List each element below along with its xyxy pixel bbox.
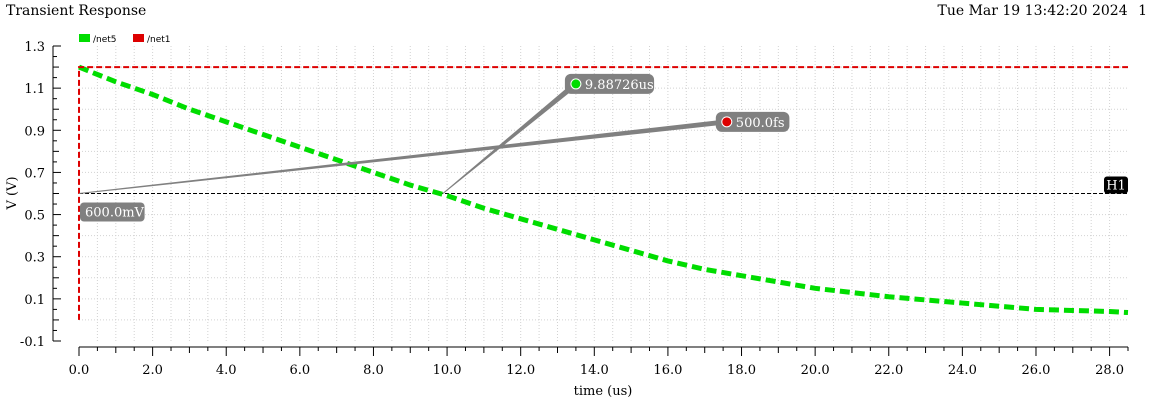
y-tick-label: 0.9 xyxy=(24,124,45,139)
x-tick-label: 22.0 xyxy=(874,363,903,378)
x-tick-label: 8.0 xyxy=(363,363,384,378)
x-tick-label: 18.0 xyxy=(727,363,756,378)
x-tick-label: 2.0 xyxy=(142,363,163,378)
marker-dot[interactable] xyxy=(570,78,582,90)
series-line-net5 xyxy=(78,64,1129,316)
y-tick-label: 0.3 xyxy=(24,251,45,266)
x-tick-label: 6.0 xyxy=(289,363,310,378)
y-tick-label: 1.3 xyxy=(24,40,45,55)
annotation-label[interactable]: 600.0mV xyxy=(85,206,145,221)
y-tick-label: 0.1 xyxy=(24,293,45,308)
legend-label: /net1 xyxy=(147,35,171,45)
x-tick-label: 26.0 xyxy=(1022,363,1051,378)
y-tick-label: 0.5 xyxy=(24,209,45,224)
y-axis-ticks: -0.1 0.1 0.3 0.5 0.7 0.9 1.1 1.3 xyxy=(20,40,61,350)
legend-swatch xyxy=(133,34,144,42)
annotation-box[interactable] xyxy=(80,202,145,222)
header-datetime: Tue Mar 19 13:42:20 2024 1 xyxy=(937,3,1147,19)
h1-label-box[interactable] xyxy=(1104,176,1128,194)
legend-label: /net5 xyxy=(93,35,117,45)
series-line-net1 xyxy=(78,66,1128,320)
x-tick-label: 20.0 xyxy=(801,363,830,378)
x-tick-label: 0.0 xyxy=(69,363,90,378)
x-axis-label: time (us) xyxy=(574,384,633,399)
chart-legend: /net5/net1 xyxy=(79,34,171,45)
chart-markers[interactable]: 9.88726us 500.0fs 600.0mV xyxy=(78,73,790,222)
horizontal-marker-line[interactable]: H1 xyxy=(79,176,1128,194)
marker-label-box[interactable] xyxy=(715,111,790,132)
x-tick-label: 24.0 xyxy=(948,363,977,378)
window-title: Transient Response xyxy=(6,3,147,19)
marker-dot[interactable] xyxy=(721,116,733,128)
x-tick-label: 4.0 xyxy=(216,363,237,378)
legend-swatch xyxy=(79,34,90,42)
h1-label[interactable]: H1 xyxy=(1106,179,1126,194)
page-number: 1 xyxy=(1138,3,1147,19)
x-tick-label: 14.0 xyxy=(580,363,609,378)
y-axis-label: V (V) xyxy=(5,176,20,210)
y-tick-label: 1.1 xyxy=(24,82,45,97)
x-tick-label: 12.0 xyxy=(506,363,535,378)
datetime-text: Tue Mar 19 13:42:20 2024 xyxy=(937,3,1128,19)
x-tick-label: 16.0 xyxy=(653,363,682,378)
marker-leader xyxy=(442,79,577,194)
chart-series xyxy=(78,64,1129,320)
x-tick-label: 10.0 xyxy=(433,363,462,378)
y-tick-label: 0.7 xyxy=(24,166,45,181)
x-axis-ticks: 0.0 2.0 4.0 6.0 8.0 10.0 12.0 14.0 16.0 18.0 20.0 2… xyxy=(69,347,1129,378)
marker-label-box[interactable] xyxy=(564,73,655,94)
marker-label[interactable]: 500.0fs xyxy=(736,116,785,131)
y-tick-label: -0.1 xyxy=(20,335,45,350)
marker-label[interactable]: 9.88726us xyxy=(585,78,654,93)
x-tick-label: 28.0 xyxy=(1095,363,1124,378)
marker-leader xyxy=(78,119,728,194)
